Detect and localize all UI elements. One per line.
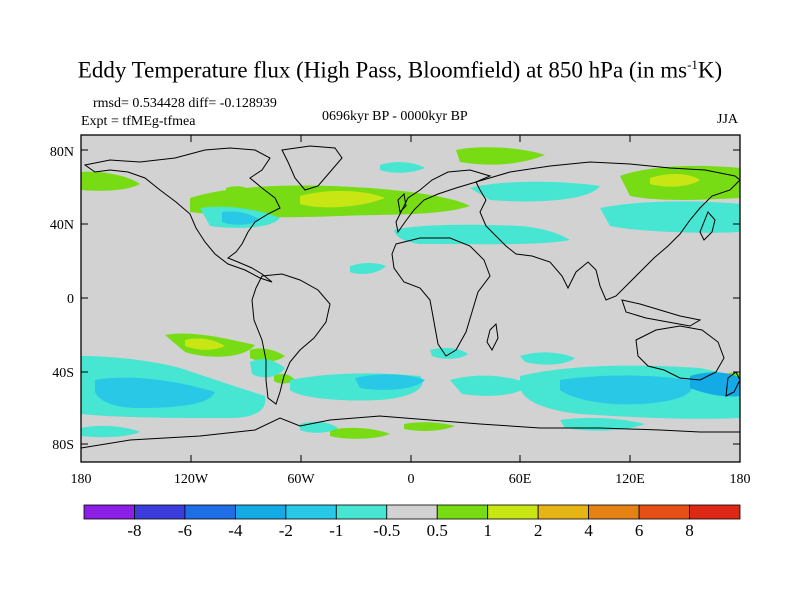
colorbar-swatch bbox=[184, 504, 236, 520]
coast-japan bbox=[699, 211, 716, 241]
colorbar-swatch bbox=[134, 504, 186, 520]
colorbar-tick-label: 0.5 bbox=[427, 521, 448, 540]
colorbar-tick-label: -4 bbox=[228, 521, 243, 540]
colorbar-labels: -8 -6 -4 -2 -1 -0.5 0.5 1 2 4 6 8 bbox=[127, 521, 693, 540]
colorbar-swatch bbox=[386, 504, 438, 520]
colorbar bbox=[83, 504, 741, 520]
lon-label-120w: 120W bbox=[174, 472, 209, 487]
colorbar-swatch bbox=[234, 504, 287, 520]
axis-labels: 80N 40N 0 40S 80S 180 120W 60W 0 60E 120… bbox=[50, 145, 751, 487]
coast-new-zealand bbox=[725, 371, 741, 397]
season-label: JJA bbox=[717, 112, 739, 127]
colorbar-tick-label: -8 bbox=[127, 521, 141, 540]
coast-australia bbox=[635, 325, 725, 381]
coast-north-america bbox=[83, 147, 281, 283]
coast-antarctica bbox=[80, 415, 740, 449]
experiment-label: Expt = tfMEg-tfmea bbox=[81, 114, 196, 129]
lat-label-40s: 40S bbox=[52, 366, 74, 381]
lon-label-0: 0 bbox=[408, 472, 415, 487]
colorbar-swatch bbox=[638, 504, 690, 520]
colorbar-tick-label: 6 bbox=[635, 521, 644, 540]
coastlines bbox=[80, 145, 741, 449]
lat-label-40n: 40N bbox=[50, 218, 74, 233]
colorbar-tick-label: -1 bbox=[329, 521, 343, 540]
lon-label-60w: 60W bbox=[287, 472, 315, 487]
period-label: 0696kyr BP - 0000kyr BP bbox=[322, 109, 468, 124]
lon-label-120e: 120E bbox=[615, 472, 645, 487]
lat-label-eq: 0 bbox=[67, 292, 74, 307]
coast-europe bbox=[395, 169, 492, 234]
colorbar-swatch bbox=[285, 504, 337, 520]
colorbar-swatch bbox=[83, 504, 135, 520]
colorbar-swatch bbox=[537, 504, 590, 520]
axis-ticks bbox=[80, 135, 741, 462]
colorbar-tick-label: 8 bbox=[685, 521, 694, 540]
colorbar-tick-label: -6 bbox=[178, 521, 192, 540]
figure-title: Eddy Temperature flux (High Pass, Bloomf… bbox=[77, 57, 723, 83]
colorbar-swatch bbox=[335, 504, 388, 520]
colorbar-tick-label: 2 bbox=[534, 521, 543, 540]
colorbar-swatch bbox=[487, 504, 539, 520]
coast-madagascar bbox=[486, 322, 499, 352]
coast-british-isles bbox=[397, 192, 407, 214]
map-panel bbox=[80, 134, 741, 463]
coast-indonesia bbox=[621, 299, 702, 327]
colorbar-swatch bbox=[436, 504, 489, 520]
colorbar-tick-label: 1 bbox=[483, 521, 492, 540]
lon-label-180e: 180 bbox=[730, 472, 751, 487]
coast-greenland bbox=[281, 145, 343, 191]
colorbar-swatch bbox=[588, 504, 640, 520]
colorbar-swatch bbox=[689, 504, 741, 520]
lat-label-80n: 80N bbox=[50, 145, 74, 160]
coast-africa bbox=[391, 237, 491, 357]
colorbar-tick-label: -2 bbox=[279, 521, 293, 540]
coast-south-america bbox=[251, 273, 331, 405]
lon-label-180w: 180 bbox=[71, 472, 92, 487]
lon-label-60e: 60E bbox=[509, 472, 532, 487]
coast-asia bbox=[475, 161, 741, 301]
colorbar-tick-label: 4 bbox=[584, 521, 593, 540]
lat-label-80s: 80S bbox=[52, 438, 74, 453]
rmsd-diff-text: rmsd= 0.534428 diff= -0.128939 bbox=[93, 96, 277, 111]
colorbar-tick-label: -0.5 bbox=[373, 521, 400, 540]
